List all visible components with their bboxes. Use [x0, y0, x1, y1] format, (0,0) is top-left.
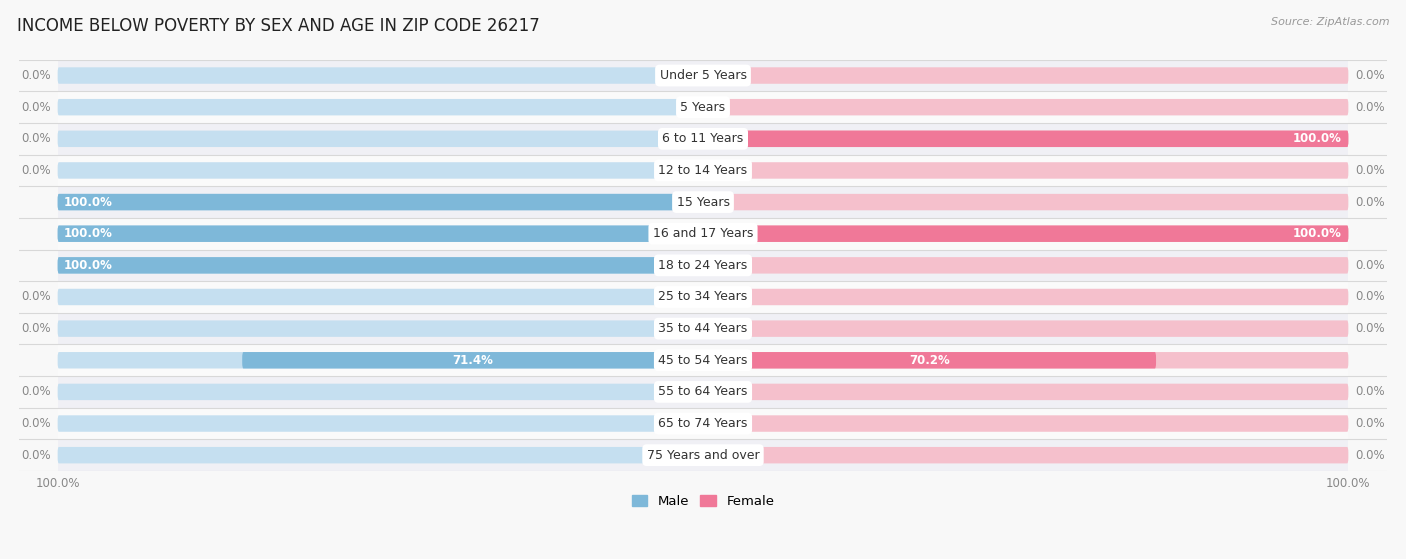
FancyBboxPatch shape: [58, 415, 703, 432]
Bar: [58, 60, 1348, 91]
Text: 0.0%: 0.0%: [21, 417, 51, 430]
Text: 0.0%: 0.0%: [1355, 322, 1385, 335]
Text: 0.0%: 0.0%: [21, 132, 51, 145]
Text: 0.0%: 0.0%: [1355, 69, 1385, 82]
FancyBboxPatch shape: [58, 383, 703, 400]
Bar: [58, 408, 1348, 439]
FancyBboxPatch shape: [703, 447, 1348, 463]
Text: 100.0%: 100.0%: [65, 196, 112, 209]
Text: 6 to 11 Years: 6 to 11 Years: [662, 132, 744, 145]
FancyBboxPatch shape: [703, 225, 1348, 242]
Text: 45 to 54 Years: 45 to 54 Years: [658, 354, 748, 367]
FancyBboxPatch shape: [58, 131, 703, 147]
Text: 0.0%: 0.0%: [21, 291, 51, 304]
FancyBboxPatch shape: [58, 225, 703, 242]
Text: 5 Years: 5 Years: [681, 101, 725, 113]
FancyBboxPatch shape: [703, 194, 1348, 210]
FancyBboxPatch shape: [703, 99, 1348, 115]
Text: 0.0%: 0.0%: [1355, 291, 1385, 304]
Text: 12 to 14 Years: 12 to 14 Years: [658, 164, 748, 177]
Text: 0.0%: 0.0%: [1355, 417, 1385, 430]
Text: 100.0%: 100.0%: [1294, 132, 1341, 145]
Bar: [58, 123, 1348, 155]
FancyBboxPatch shape: [242, 352, 703, 368]
Text: Source: ZipAtlas.com: Source: ZipAtlas.com: [1271, 17, 1389, 27]
Text: 0.0%: 0.0%: [1355, 259, 1385, 272]
FancyBboxPatch shape: [58, 67, 703, 84]
FancyBboxPatch shape: [58, 162, 703, 179]
Text: 75 Years and over: 75 Years and over: [647, 449, 759, 462]
FancyBboxPatch shape: [58, 447, 703, 463]
Text: 65 to 74 Years: 65 to 74 Years: [658, 417, 748, 430]
FancyBboxPatch shape: [58, 194, 703, 210]
Text: 55 to 64 Years: 55 to 64 Years: [658, 385, 748, 399]
Text: 0.0%: 0.0%: [21, 322, 51, 335]
Text: 0.0%: 0.0%: [21, 101, 51, 113]
Text: 71.4%: 71.4%: [453, 354, 494, 367]
FancyBboxPatch shape: [58, 320, 703, 337]
Bar: [58, 439, 1348, 471]
Text: 35 to 44 Years: 35 to 44 Years: [658, 322, 748, 335]
Text: 100.0%: 100.0%: [1294, 227, 1341, 240]
Bar: [58, 155, 1348, 186]
FancyBboxPatch shape: [703, 257, 1348, 273]
FancyBboxPatch shape: [703, 352, 1156, 368]
FancyBboxPatch shape: [58, 289, 703, 305]
Text: 0.0%: 0.0%: [1355, 449, 1385, 462]
Bar: [58, 313, 1348, 344]
Text: 0.0%: 0.0%: [21, 385, 51, 399]
Legend: Male, Female: Male, Female: [626, 490, 780, 514]
Text: 0.0%: 0.0%: [1355, 196, 1385, 209]
FancyBboxPatch shape: [58, 257, 703, 273]
Text: 15 Years: 15 Years: [676, 196, 730, 209]
Text: 100.0%: 100.0%: [65, 259, 112, 272]
Text: 70.2%: 70.2%: [910, 354, 950, 367]
FancyBboxPatch shape: [703, 320, 1348, 337]
Text: 16 and 17 Years: 16 and 17 Years: [652, 227, 754, 240]
FancyBboxPatch shape: [58, 352, 703, 368]
Text: 25 to 34 Years: 25 to 34 Years: [658, 291, 748, 304]
FancyBboxPatch shape: [703, 162, 1348, 179]
FancyBboxPatch shape: [703, 415, 1348, 432]
Bar: [58, 91, 1348, 123]
Text: 0.0%: 0.0%: [21, 69, 51, 82]
Bar: [58, 376, 1348, 408]
Text: 0.0%: 0.0%: [1355, 164, 1385, 177]
Text: 0.0%: 0.0%: [21, 164, 51, 177]
Bar: [58, 249, 1348, 281]
Text: 0.0%: 0.0%: [21, 449, 51, 462]
FancyBboxPatch shape: [58, 257, 703, 273]
Bar: [58, 218, 1348, 249]
FancyBboxPatch shape: [703, 131, 1348, 147]
FancyBboxPatch shape: [703, 225, 1348, 242]
Text: INCOME BELOW POVERTY BY SEX AND AGE IN ZIP CODE 26217: INCOME BELOW POVERTY BY SEX AND AGE IN Z…: [17, 17, 540, 35]
FancyBboxPatch shape: [703, 131, 1348, 147]
Text: 100.0%: 100.0%: [65, 227, 112, 240]
FancyBboxPatch shape: [703, 352, 1348, 368]
FancyBboxPatch shape: [703, 67, 1348, 84]
Text: 0.0%: 0.0%: [1355, 385, 1385, 399]
FancyBboxPatch shape: [58, 194, 703, 210]
FancyBboxPatch shape: [58, 225, 703, 242]
Text: Under 5 Years: Under 5 Years: [659, 69, 747, 82]
FancyBboxPatch shape: [703, 289, 1348, 305]
FancyBboxPatch shape: [703, 383, 1348, 400]
Text: 0.0%: 0.0%: [1355, 101, 1385, 113]
Bar: [58, 186, 1348, 218]
Bar: [58, 344, 1348, 376]
Bar: [58, 281, 1348, 313]
FancyBboxPatch shape: [58, 99, 703, 115]
Text: 18 to 24 Years: 18 to 24 Years: [658, 259, 748, 272]
